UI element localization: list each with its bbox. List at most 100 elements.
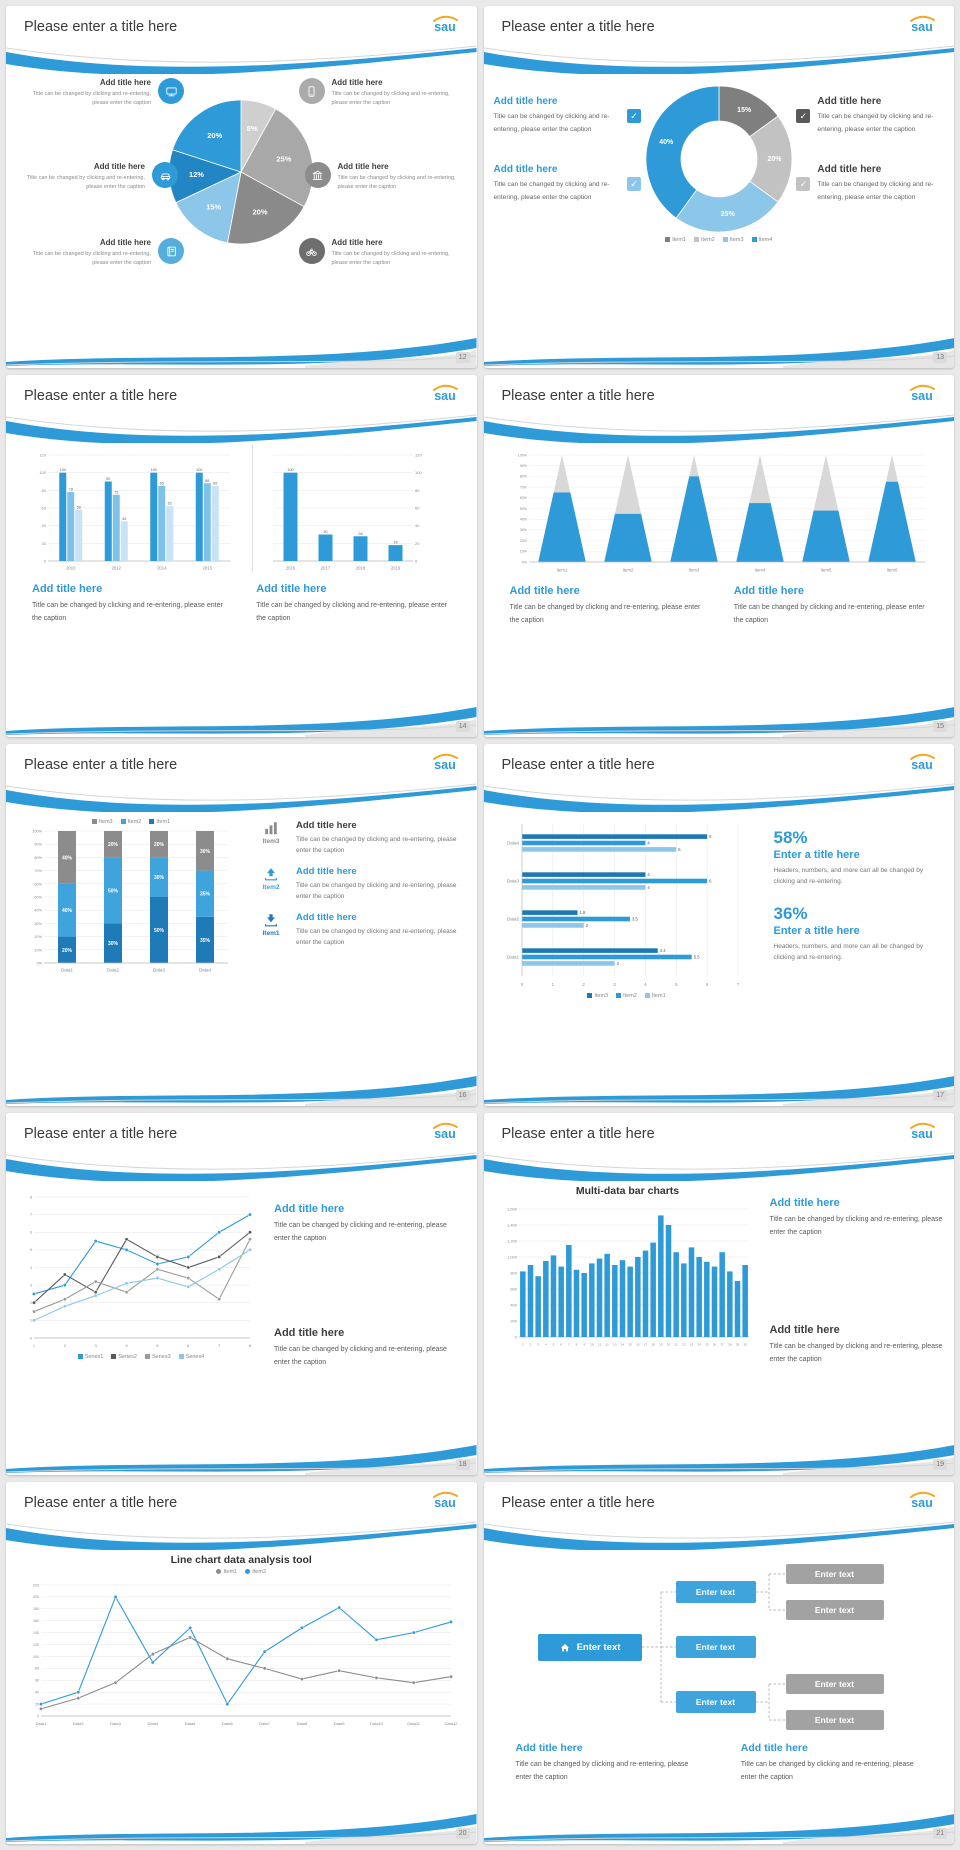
chart-legend: Item1 Item2 Item3 Item4 bbox=[641, 237, 796, 243]
legend-item: Item1 bbox=[216, 1569, 237, 1575]
slide-17[interactable]: Please enter a title here sau 0 1 2 3 4 5 6 7 6 4… bbox=[483, 744, 954, 1106]
legend-item: Item3 bbox=[722, 237, 744, 243]
slide-20[interactable]: Please enter a title here sau Line chart… bbox=[6, 1482, 477, 1844]
bar-chart-icon bbox=[265, 822, 277, 835]
item-label: Item3 bbox=[262, 838, 280, 845]
svg-text:0: 0 bbox=[30, 1336, 32, 1340]
svg-text:6: 6 bbox=[560, 1343, 562, 1347]
section-caption: Title can be changed by clicking and re-… bbox=[733, 604, 925, 624]
flow-mid-box: Enter text bbox=[675, 1581, 756, 1603]
svg-text:0%: 0% bbox=[37, 962, 43, 966]
svg-text:2016: 2016 bbox=[203, 566, 213, 571]
svg-text:100%: 100% bbox=[518, 453, 528, 457]
slide-14[interactable]: Please enter a title here sau 0 20 40 60 80 1… bbox=[6, 375, 477, 737]
svg-text:80: 80 bbox=[415, 488, 420, 493]
svg-text:16: 16 bbox=[636, 1343, 640, 1347]
legend-swatch bbox=[91, 819, 97, 825]
svg-text:18: 18 bbox=[651, 1343, 655, 1347]
svg-text:25%: 25% bbox=[277, 155, 292, 164]
svg-text:Data8: Data8 bbox=[297, 1721, 308, 1726]
top-wave-decoration bbox=[483, 783, 954, 812]
stat-title: Enter a title here bbox=[773, 849, 860, 861]
svg-text:100%: 100% bbox=[32, 830, 42, 834]
svg-text:30%: 30% bbox=[108, 941, 119, 947]
section-title: Add title here bbox=[733, 585, 805, 597]
list-item: Item2 Add title here Title can be changed… bbox=[254, 866, 461, 903]
svg-text:3: 3 bbox=[95, 1343, 98, 1348]
item-label: Item1 bbox=[262, 929, 280, 937]
slide-13[interactable]: Please enter a title here sau Add title … bbox=[483, 6, 954, 368]
checkbox-icon: ✓ bbox=[627, 109, 642, 124]
page-number: 20 bbox=[455, 1828, 470, 1839]
svg-text:Data4: Data4 bbox=[199, 968, 212, 973]
svg-text:88: 88 bbox=[205, 479, 209, 483]
legend-item: Item2 bbox=[616, 993, 637, 999]
section-title: Add title here bbox=[274, 1327, 345, 1339]
svg-text:2014: 2014 bbox=[157, 566, 167, 571]
slide-12[interactable]: Please enter a title here sau 8% 25% 20% 15… bbox=[6, 6, 477, 368]
slide-15[interactable]: Please enter a title here sau 0% 10% 20% 30… bbox=[483, 375, 954, 737]
svg-text:5: 5 bbox=[30, 1248, 32, 1252]
svg-text:10%: 10% bbox=[520, 550, 528, 554]
bar-chart: 0 20 40 60 80 100 120 100 2016 30 2017 28 2018 18 2019 bbox=[273, 453, 422, 571]
legend-swatch bbox=[178, 1354, 184, 1360]
svg-text:80%: 80% bbox=[520, 475, 528, 479]
sections-column: Add title here Title can be changed by cl… bbox=[770, 1183, 945, 1435]
svg-text:Data4: Data4 bbox=[148, 1721, 159, 1726]
legend-swatch bbox=[145, 1354, 150, 1360]
svg-text:120: 120 bbox=[39, 453, 46, 458]
svg-text:5: 5 bbox=[156, 1343, 159, 1348]
svg-text:40: 40 bbox=[35, 1690, 39, 1694]
flow-root-button: Enter text bbox=[537, 1634, 642, 1661]
svg-text:6: 6 bbox=[187, 1343, 190, 1348]
legend-item: Item4 bbox=[751, 237, 772, 243]
logo-text: sau bbox=[911, 389, 933, 403]
logo-arc bbox=[432, 753, 458, 760]
bottom-wave-decoration bbox=[483, 338, 954, 368]
section-caption: Title can be changed by clicking and re-… bbox=[509, 604, 701, 624]
section-caption: Title can be changed by clicking and re-… bbox=[769, 1216, 943, 1236]
svg-text:100: 100 bbox=[60, 468, 66, 472]
svg-text:90%: 90% bbox=[34, 843, 42, 847]
svg-text:50%: 50% bbox=[34, 896, 42, 900]
svg-text:40: 40 bbox=[42, 523, 47, 528]
svg-text:50%: 50% bbox=[520, 507, 528, 511]
legend-swatch bbox=[665, 237, 671, 243]
callout: Add title here Title can be changed by cl… bbox=[16, 78, 184, 109]
legend-item: Item3 bbox=[91, 819, 113, 825]
slide-21[interactable]: Please enter a title here sau Enter text bbox=[483, 1482, 954, 1844]
slide-19[interactable]: Please enter a title here sau Multi-data… bbox=[483, 1113, 954, 1475]
horizontal-bar-chart: 0 1 2 3 4 5 6 7 6 4 5 Data4 4 6 4 Data3 1.8 3.5 2 Data2 4.4 5… bbox=[506, 824, 739, 987]
top-wave-decoration bbox=[6, 1521, 477, 1550]
sau-logo: sau bbox=[425, 383, 465, 409]
slide-16[interactable]: Please enter a title here sau Item3 Item… bbox=[6, 744, 477, 1106]
legend-swatch bbox=[722, 237, 728, 243]
section: Add title here Title can be changed by cl… bbox=[770, 1197, 945, 1308]
legend-item: Series4 bbox=[178, 1354, 204, 1360]
item-icon-block: Item3 bbox=[254, 820, 288, 845]
flow-leaf-box: Enter text bbox=[785, 1600, 884, 1620]
top-wave-decoration bbox=[483, 414, 954, 443]
section-caption: Title can be changed by clicking and re-… bbox=[769, 1343, 943, 1363]
svg-text:4: 4 bbox=[544, 1343, 546, 1347]
flow-mid-box: Enter text bbox=[675, 1691, 756, 1713]
logo-arc bbox=[432, 15, 458, 22]
svg-text:35%: 35% bbox=[200, 938, 211, 944]
svg-text:12: 12 bbox=[605, 1343, 609, 1347]
legend-swatch bbox=[751, 237, 757, 243]
logo-arc bbox=[910, 1122, 935, 1129]
top-wave-decoration bbox=[6, 783, 477, 812]
svg-text:20%: 20% bbox=[154, 842, 165, 848]
svg-text:6: 6 bbox=[709, 834, 712, 839]
callout-title: Add title here bbox=[331, 78, 383, 87]
slide-title: Please enter a title here bbox=[24, 1126, 178, 1142]
right-text-column: ✓ Add title here Title can be changed by … bbox=[796, 84, 944, 328]
sau-logo: sau bbox=[902, 1490, 942, 1516]
legend-item: Item2 bbox=[120, 819, 141, 825]
svg-text:6: 6 bbox=[705, 982, 708, 987]
svg-text:30%: 30% bbox=[520, 528, 528, 532]
item-caption: Title can be changed by clicking and re-… bbox=[296, 927, 457, 946]
svg-text:160: 160 bbox=[33, 1619, 39, 1623]
svg-text:2018: 2018 bbox=[356, 566, 366, 571]
